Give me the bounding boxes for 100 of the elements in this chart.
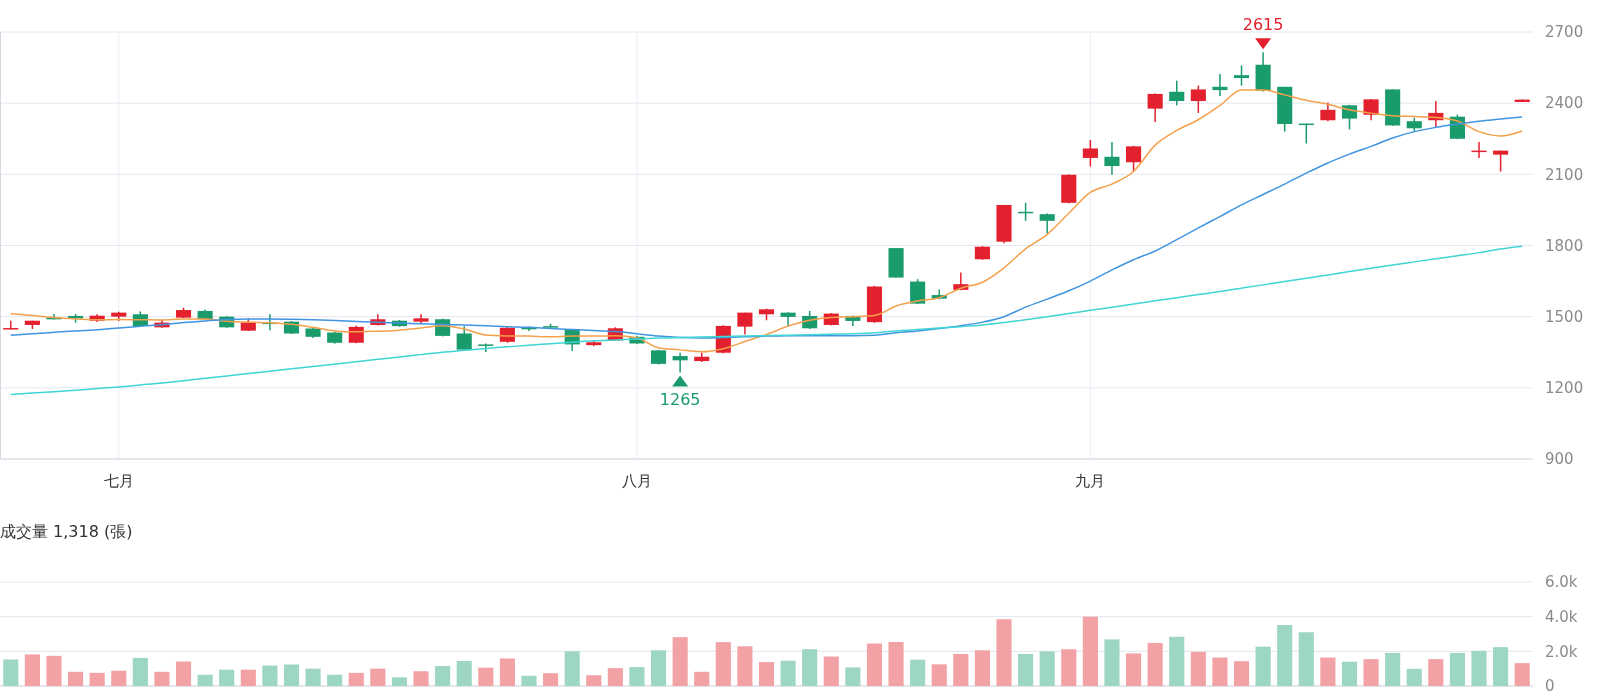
bar <box>1363 659 1379 686</box>
candlestick <box>456 325 472 352</box>
candlestick <box>1190 84 1206 114</box>
bar <box>456 661 472 686</box>
bar <box>435 666 451 686</box>
bar <box>1406 668 1422 686</box>
candlestick <box>1039 212 1055 235</box>
bar <box>262 665 278 686</box>
candlestick <box>1147 92 1163 123</box>
candlestick <box>1212 73 1228 97</box>
y-tick-label: 1800 <box>1545 236 1584 255</box>
bar <box>1212 657 1228 686</box>
candlestick <box>1104 141 1120 176</box>
candlestick <box>1233 64 1250 87</box>
bar <box>348 672 364 686</box>
bar <box>24 654 40 686</box>
bar <box>607 668 623 686</box>
candlestick <box>3 319 19 330</box>
x-tick-label: 七月 <box>103 472 134 490</box>
bar <box>1039 651 1055 686</box>
annotation: 2615 <box>1242 15 1284 35</box>
candlestick <box>780 311 796 327</box>
bar <box>1190 651 1206 686</box>
bar <box>3 659 19 686</box>
bar <box>154 671 170 686</box>
bar <box>1126 653 1142 686</box>
bar <box>888 641 904 686</box>
bar <box>240 669 256 686</box>
bar <box>1449 652 1465 686</box>
y-tick-label: 1500 <box>1545 307 1584 326</box>
annotation: 1265 <box>659 390 701 410</box>
bar <box>305 668 321 686</box>
bar <box>802 649 818 686</box>
candlestick <box>672 351 688 374</box>
bar <box>715 642 731 686</box>
bar <box>68 671 84 686</box>
bar <box>1493 647 1509 686</box>
candlestick <box>1320 101 1336 122</box>
y-tick-label: 2700 <box>1545 23 1584 42</box>
bar <box>1255 646 1271 686</box>
bar <box>1147 643 1163 686</box>
bar <box>89 672 105 686</box>
bar <box>629 667 645 686</box>
bar <box>1341 661 1358 686</box>
bar <box>1298 632 1314 686</box>
bar <box>1471 650 1487 686</box>
bar <box>1428 659 1444 686</box>
bar <box>1061 649 1077 686</box>
bar <box>46 655 62 686</box>
line-series <box>10 89 1523 353</box>
y-tick-label: 2100 <box>1545 165 1584 184</box>
bar <box>1104 639 1120 686</box>
x-tick-label: 九月 <box>1075 472 1106 490</box>
bar <box>391 677 407 686</box>
bar <box>737 646 753 686</box>
y-tick-label: 2400 <box>1545 94 1584 113</box>
x-tick-label: 八月 <box>621 472 652 490</box>
bar <box>478 667 494 686</box>
bar <box>327 674 343 686</box>
bar <box>586 675 602 686</box>
bar <box>219 669 235 686</box>
bar <box>1018 653 1034 686</box>
bar <box>910 659 926 686</box>
bar <box>758 662 775 686</box>
chart-title: 成交量 1,318 (張) <box>0 522 133 541</box>
bar <box>953 653 969 686</box>
bar <box>283 664 300 686</box>
y-tick-label: 900 <box>1545 450 1574 469</box>
candlestick <box>1082 139 1098 168</box>
bar <box>672 637 688 686</box>
bar <box>1320 657 1336 686</box>
candlestick <box>1169 79 1185 107</box>
bar <box>1277 624 1293 686</box>
y-tick-label: 6.0k <box>1545 573 1578 592</box>
bar <box>111 670 127 686</box>
y-tick-label: 1200 <box>1545 379 1584 398</box>
bar <box>1082 616 1098 686</box>
bar <box>413 671 429 686</box>
y-tick-label: 4.0k <box>1545 607 1578 626</box>
bar <box>175 661 192 686</box>
bar <box>1233 661 1250 686</box>
y-tick-label: 0 <box>1545 677 1555 696</box>
bar <box>543 673 559 686</box>
bar <box>866 643 883 686</box>
bar <box>1169 636 1185 686</box>
bar <box>1385 652 1401 686</box>
bar <box>499 658 515 686</box>
bar <box>1514 663 1530 686</box>
bar <box>521 675 537 686</box>
candlestick <box>478 342 494 353</box>
y-tick-label: 2.0k <box>1545 642 1578 661</box>
bar <box>650 650 667 686</box>
bar <box>931 664 947 686</box>
bar <box>694 671 710 686</box>
bar <box>564 651 580 686</box>
bar <box>996 619 1012 686</box>
bar <box>132 657 148 686</box>
bar <box>823 656 839 686</box>
bar <box>197 674 213 686</box>
bar <box>780 660 796 686</box>
